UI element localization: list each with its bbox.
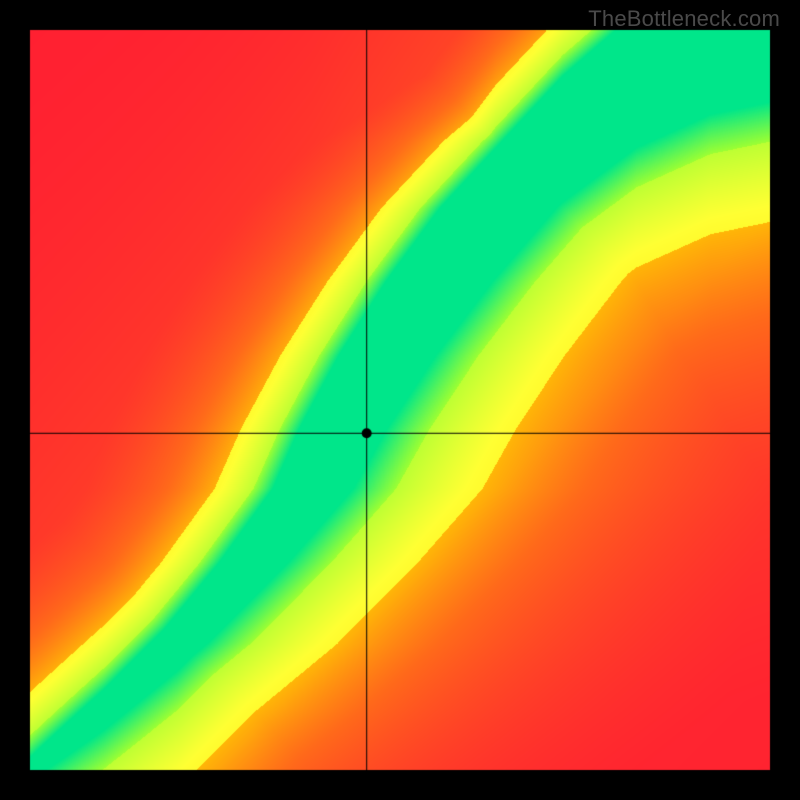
watermark-text: TheBottleneck.com <box>588 6 780 32</box>
chart-container: TheBottleneck.com <box>0 0 800 800</box>
bottleneck-heatmap <box>0 0 800 800</box>
